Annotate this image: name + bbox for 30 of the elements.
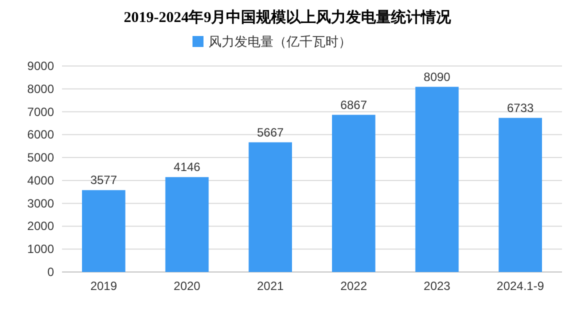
y-tick-label: 8000	[27, 82, 54, 96]
y-tick-label: 6000	[27, 128, 54, 142]
y-tick-label: 3000	[27, 196, 54, 210]
y-tick-label: 5000	[27, 150, 54, 165]
data-label: 6733	[506, 100, 534, 115]
x-tick-label: 2022	[340, 279, 368, 293]
y-tick-label: 1000	[27, 242, 54, 256]
bar	[165, 177, 209, 272]
bar	[415, 86, 459, 272]
x-tick-label: 2021	[256, 279, 284, 293]
bar	[82, 190, 126, 272]
data-label: 5667	[256, 125, 284, 140]
y-tick-label: 0	[47, 265, 54, 279]
x-tick-label: 2024.1-9	[496, 279, 544, 293]
data-label: 4146	[174, 160, 201, 174]
y-tick-label: 9000	[27, 59, 54, 73]
y-tick-label: 7000	[27, 104, 54, 119]
data-label: 6867	[340, 98, 368, 112]
data-label: 3577	[90, 173, 118, 188]
legend-label: 风力发电量（亿千瓦时）	[208, 34, 352, 49]
y-tick-label: 4000	[27, 173, 54, 188]
data-label: 8090	[424, 70, 451, 84]
chart-title: 2019-2024年9月中国规模以上风力发电量统计情况	[124, 9, 452, 26]
y-tick-label: 2000	[27, 219, 54, 234]
x-tick-label: 2020	[174, 279, 201, 293]
bar	[498, 118, 542, 272]
x-tick-label: 2019	[90, 279, 118, 293]
bar	[332, 114, 376, 272]
x-tick-label: 2023	[424, 279, 451, 293]
bar	[248, 142, 292, 272]
